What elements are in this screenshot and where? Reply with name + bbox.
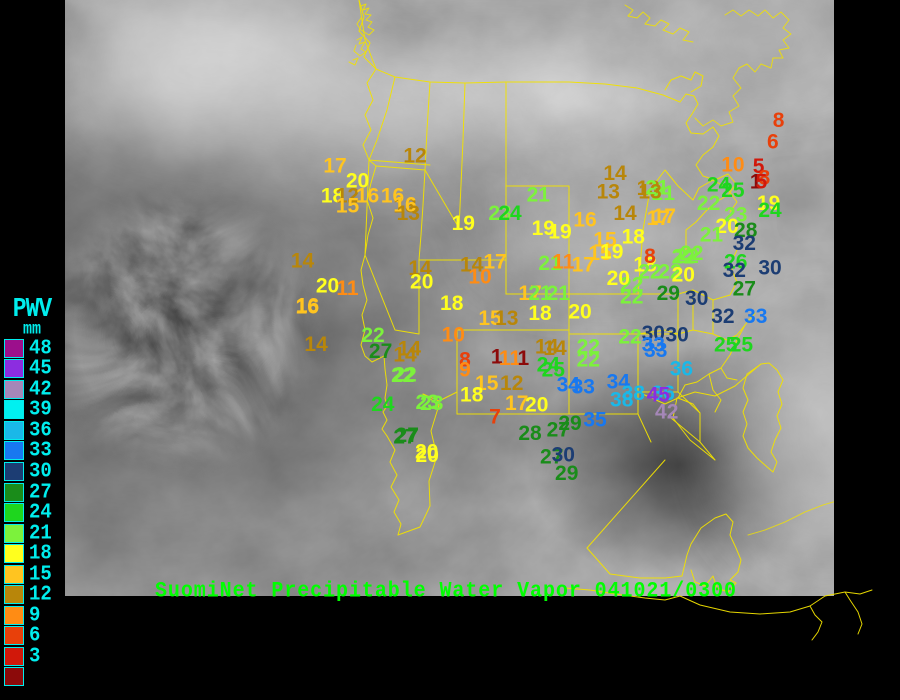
svg-text:20: 20 — [525, 394, 548, 417]
svg-text:18: 18 — [528, 302, 552, 325]
svg-text:33: 33 — [572, 375, 595, 398]
svg-text:17: 17 — [572, 254, 595, 277]
svg-text:7: 7 — [489, 405, 501, 428]
svg-text:9: 9 — [459, 359, 471, 382]
svg-text:25: 25 — [721, 179, 745, 202]
svg-text:10: 10 — [468, 265, 491, 288]
svg-text:23: 23 — [420, 392, 443, 415]
svg-text:14: 14 — [304, 333, 328, 356]
svg-text:21: 21 — [527, 184, 551, 207]
svg-text:17: 17 — [653, 205, 676, 228]
svg-text:1: 1 — [517, 347, 529, 370]
svg-text:19: 19 — [452, 212, 475, 235]
svg-text:18: 18 — [622, 225, 646, 248]
svg-text:20: 20 — [568, 300, 591, 323]
svg-text:24: 24 — [498, 202, 522, 225]
svg-text:22: 22 — [638, 261, 661, 284]
svg-text:24: 24 — [371, 393, 395, 416]
svg-text:35: 35 — [583, 409, 607, 432]
svg-text:25: 25 — [730, 333, 754, 356]
svg-text:10: 10 — [442, 324, 465, 347]
svg-text:38: 38 — [610, 389, 634, 412]
svg-text:17: 17 — [323, 155, 346, 178]
svg-text:13: 13 — [397, 202, 420, 225]
svg-text:8: 8 — [773, 109, 785, 132]
svg-text:16: 16 — [356, 185, 379, 208]
svg-text:22: 22 — [620, 285, 643, 308]
svg-text:36: 36 — [670, 358, 693, 381]
svg-text:6: 6 — [767, 131, 779, 154]
svg-text:13: 13 — [495, 307, 518, 330]
svg-text:27: 27 — [547, 419, 570, 442]
svg-text:5: 5 — [756, 171, 768, 194]
svg-text:22: 22 — [675, 245, 698, 268]
svg-text:32: 32 — [711, 305, 734, 328]
svg-text:28: 28 — [518, 422, 542, 445]
svg-text:24: 24 — [758, 199, 782, 222]
svg-text:18: 18 — [440, 292, 464, 315]
svg-text:27: 27 — [393, 425, 416, 448]
svg-text:30: 30 — [665, 323, 688, 346]
svg-text:21: 21 — [700, 223, 724, 246]
svg-text:22: 22 — [577, 349, 600, 372]
svg-text:19: 19 — [548, 220, 571, 243]
svg-text:14: 14 — [291, 250, 315, 273]
svg-text:33: 33 — [744, 305, 767, 328]
svg-text:13: 13 — [638, 181, 661, 204]
svg-text:18: 18 — [460, 384, 484, 407]
svg-text:19: 19 — [600, 240, 623, 263]
svg-text:20: 20 — [415, 440, 438, 463]
svg-text:20: 20 — [410, 270, 433, 293]
svg-text:22: 22 — [618, 325, 641, 348]
svg-text:14: 14 — [613, 202, 637, 225]
svg-text:22: 22 — [393, 364, 416, 387]
svg-text:29: 29 — [657, 282, 680, 305]
svg-text:30: 30 — [758, 256, 781, 279]
svg-text:22: 22 — [697, 192, 720, 215]
svg-text:16: 16 — [296, 295, 319, 318]
svg-text:15: 15 — [336, 195, 360, 218]
svg-text:33: 33 — [644, 339, 667, 362]
svg-text:13: 13 — [597, 180, 620, 203]
svg-text:42: 42 — [655, 400, 678, 423]
svg-text:27: 27 — [369, 340, 392, 363]
svg-text:30: 30 — [685, 287, 708, 310]
svg-text:29: 29 — [555, 462, 578, 485]
svg-text:11: 11 — [336, 277, 359, 300]
svg-text:27: 27 — [733, 278, 756, 301]
svg-text:12: 12 — [403, 145, 426, 168]
